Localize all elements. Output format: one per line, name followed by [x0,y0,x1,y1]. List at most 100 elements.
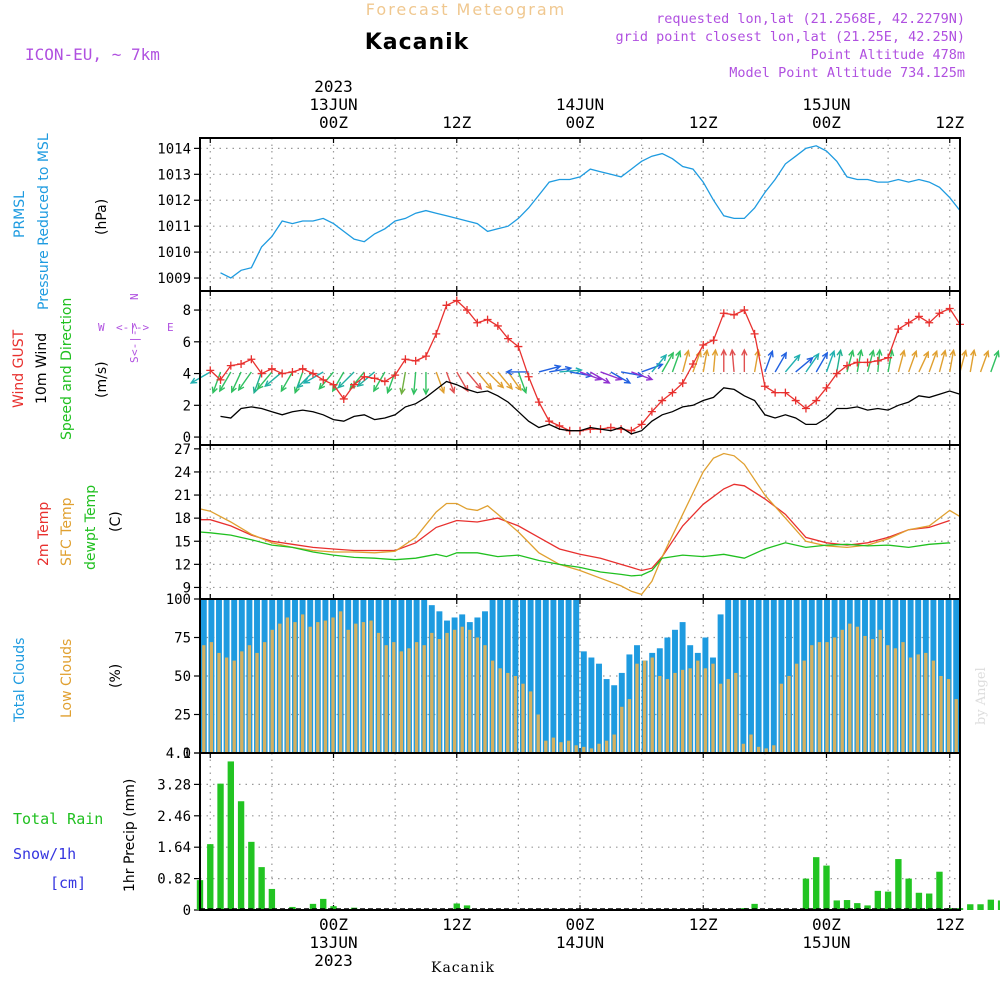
low-cloud-bar [323,620,328,753]
bottom-time-label: 13JUN [309,933,357,952]
gust-marker [391,371,400,380]
y-tick-label: 50 [174,669,191,685]
low-cloud-bar [787,676,791,753]
wind-vector-shaft [549,367,571,373]
wind-vector-head [438,386,446,395]
series-dewpt-temp [199,531,950,577]
low-cloud-bar [680,669,685,753]
low-cloud-bar [635,663,639,753]
panel-temperature: 9 12 15 18 21 24 27 [174,442,961,600]
wind-vector-shaft [538,365,561,373]
wind-vector-shaft [332,371,345,392]
wind-vector [897,349,906,373]
low-cloud-bar [840,629,844,753]
wind-vector-shaft [373,371,386,392]
low-cloud-bar [483,645,487,753]
wind-vector [589,371,611,384]
low-cloud-bar [376,632,381,753]
wind-vector-head [575,367,583,374]
wind-vector-shaft [413,371,417,394]
low-cloud-bar [285,617,290,753]
wind-vector-shaft [641,363,663,373]
wind-vector-shaft [907,351,917,373]
low-cloud-bar [316,622,320,753]
low-cloud-bar [414,642,419,753]
precip-bar [237,801,245,910]
wind-vector-head [667,351,674,359]
wind-vector [938,349,947,373]
series-wind-gust [209,299,961,432]
credit-watermark: by Angel [974,667,989,725]
low-cloud-bar [468,629,472,753]
wind-vector-shaft [805,353,820,373]
wind-vector-head [449,386,456,395]
low-cloud-bar [886,645,890,753]
total-cloud-bar [748,599,754,753]
low-cloud-bar [521,683,525,753]
gust-marker [452,296,461,305]
low-cloud-bar [658,676,662,753]
gust-marker [658,396,667,405]
y-tick-label: 0.82 [157,872,191,888]
y-tick-label: 1013 [157,167,191,183]
low-cloud-bar [612,734,616,753]
gust-marker [822,383,831,392]
low-cloud-bar [863,635,867,753]
gust-marker [432,329,441,338]
series-10m-wind [220,380,961,435]
total-cloud-bar [520,599,526,753]
precip-bar [248,841,255,910]
wind-vector-shaft [825,351,835,373]
wind-vector-shaft [990,351,999,373]
wind-vector [219,371,232,393]
precip-bar [874,890,882,910]
precip-bar [843,900,851,910]
total-cloud-bar [542,599,549,753]
compass-e: E [167,321,174,334]
precip-bar [463,905,471,910]
wind-vector-shaft [918,351,929,373]
gust-marker [781,388,790,397]
wind-vector-shaft [764,351,774,373]
low-cloud-bar [574,745,578,753]
y-tick-label: 21 [174,488,191,504]
point-altitude: Point Altitude 478m [811,47,965,63]
temp-label-dewpt: dewpt Temp [83,485,99,570]
compass-s: S [128,356,141,363]
y-tick-label: 8 [183,303,191,319]
total-cloud-bar [611,685,618,753]
wind-vector-head [386,386,393,395]
low-cloud-bar [749,734,753,753]
wind-vector [741,348,748,372]
pressure-unit: (hPa) [94,199,110,235]
bottom-time-label: 15JUN [802,933,850,952]
total-cloud-bar [945,599,952,753]
low-cloud-bar [240,651,244,753]
wind-vector-head [793,353,801,362]
low-cloud-bar [544,740,548,753]
wind-vector-shaft [400,371,407,394]
gust-marker [740,306,749,315]
gust-marker [832,369,841,378]
low-cloud-bar [870,639,875,753]
wind-vector [764,349,774,373]
gust-marker [709,336,718,345]
wind-vector-shaft [897,350,905,373]
model-altitude: Model Point Altitude 734.125m [729,65,965,81]
y-tick-label: 9 [183,580,191,596]
wind-vector-head [720,348,728,356]
wind-vector-shaft [712,349,717,373]
wind-vector-shaft [507,371,522,391]
compass-n: N [128,293,141,300]
plot-panels: 1009101010111012101310140246891215182124… [157,137,1000,919]
wind-vector-head [237,383,245,392]
y-tick-label: 27 [174,442,191,458]
low-cloud-bar [437,639,442,753]
wind-vector-shaft [836,350,842,373]
wind-vector-shaft [938,350,946,373]
low-cloud-bar [901,642,905,753]
y-tick-label: 100 [166,592,191,608]
low-cloud-bar [620,706,624,753]
